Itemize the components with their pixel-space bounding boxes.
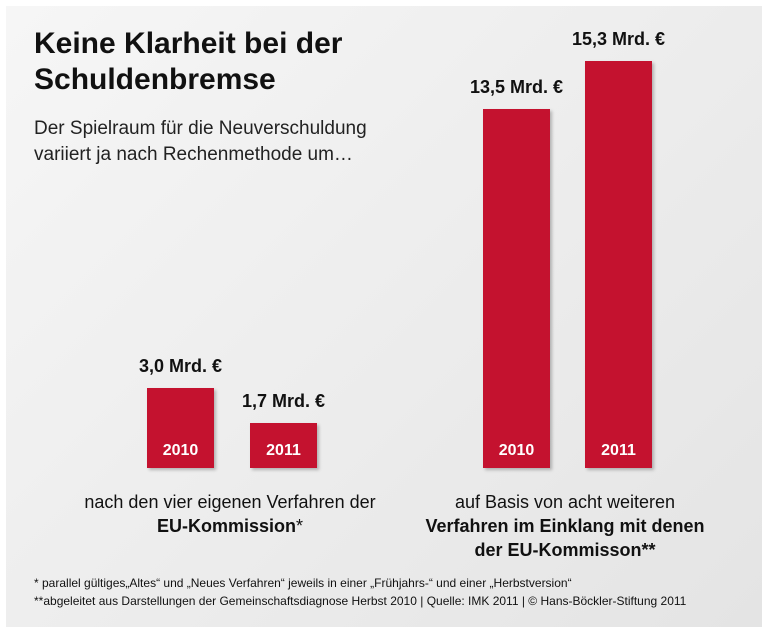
group-label: auf Basis von acht weiteren Verfahren im…	[420, 490, 710, 562]
chart-title: Keine Klarheit bei der Schuldenbremse	[34, 27, 343, 96]
chart-subtitle: Der Spielraum für die Neuverschuldung va…	[34, 118, 367, 165]
value-label: 13,5 Mrd. €	[469, 76, 564, 97]
group-label-part: *	[296, 516, 304, 536]
group-label-part: auf Basis von acht weiteren	[454, 492, 676, 512]
bar	[147, 388, 214, 468]
group-label-part: Verfahren im Einklang mit denen der EU-K…	[425, 516, 705, 560]
value-label: 3,0 Mrd. €	[138, 356, 223, 377]
bar	[483, 108, 550, 468]
bar-category-label: 2010	[162, 442, 199, 459]
group-label-part: nach den vier eigenen Verfahren der	[84, 492, 376, 512]
bar-category-label: 2011	[601, 442, 636, 459]
group-label: nach den vier eigenen Verfahren der EU-K…	[80, 490, 380, 538]
value-label: 15,3 Mrd. €	[571, 29, 666, 50]
bar	[585, 61, 652, 468]
footnote: * parallel gültiges„Altes“ und „Neues Ve…	[34, 576, 572, 590]
bar	[250, 422, 317, 468]
bar-category-label: 2010	[498, 442, 535, 459]
value-label: 1,7 Mrd. €	[241, 390, 326, 411]
group-label-part: EU-Kommission	[156, 516, 296, 536]
bar-category-label: 2011	[266, 442, 301, 459]
footnote: **abgeleitet aus Darstellungen der Gemei…	[34, 594, 687, 608]
